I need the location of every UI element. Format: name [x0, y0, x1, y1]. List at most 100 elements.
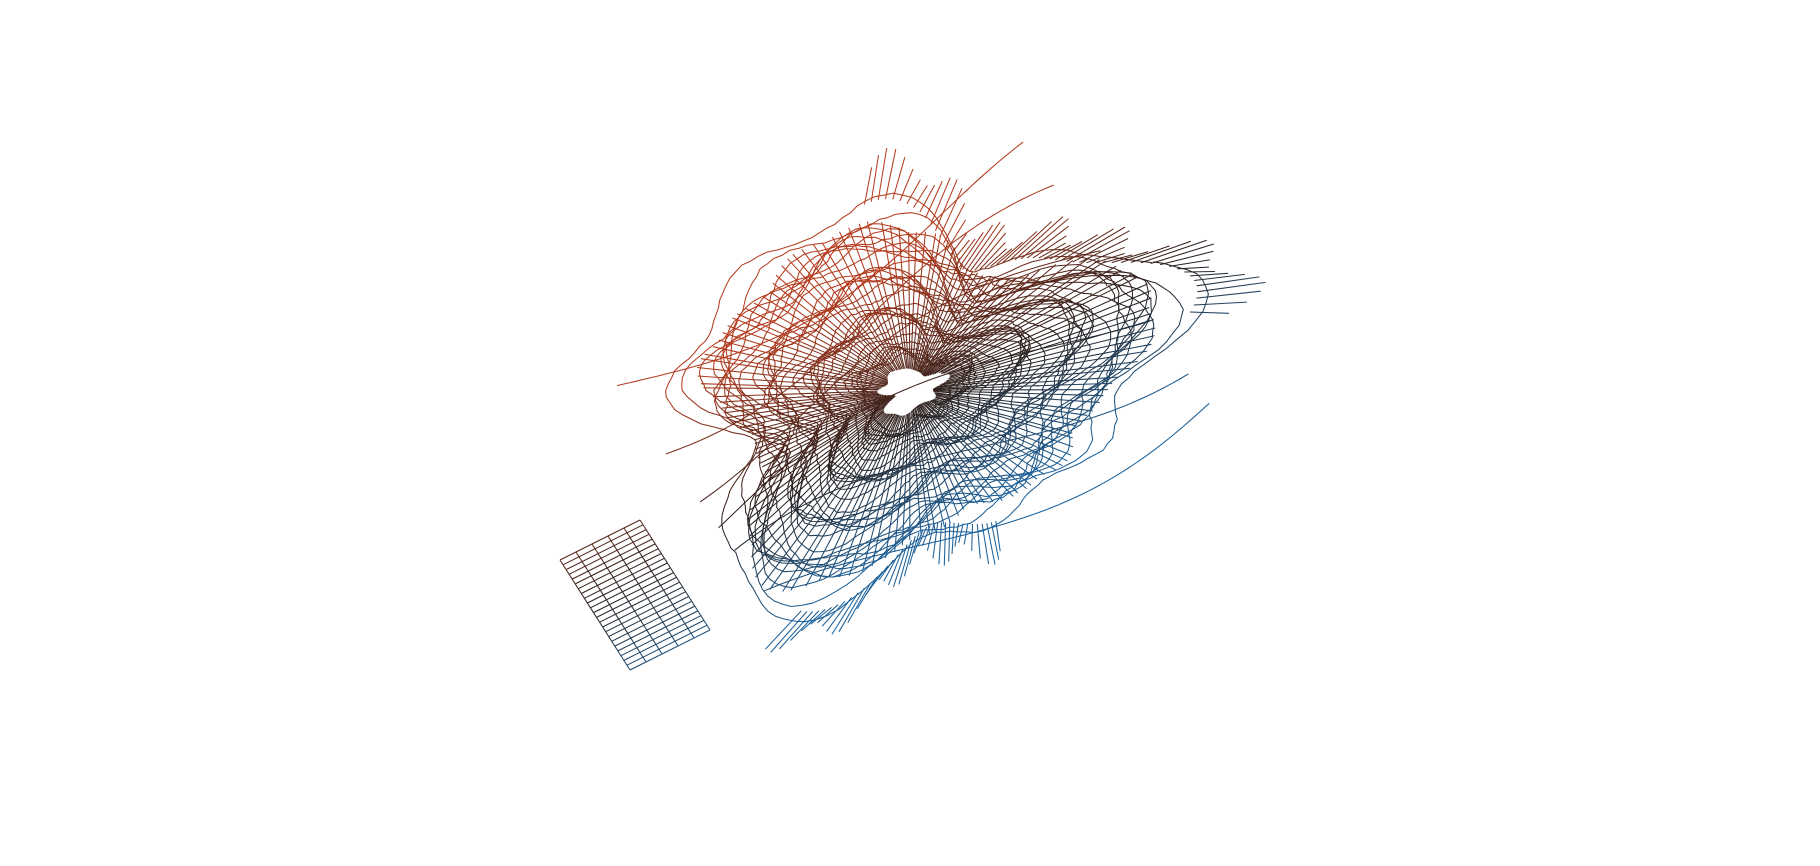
mesh-line — [828, 414, 900, 578]
mesh-line — [629, 629, 711, 671]
mesh-line — [1120, 245, 1170, 263]
mesh-line — [916, 405, 965, 510]
mesh-line — [918, 271, 974, 373]
mesh-line — [817, 604, 839, 624]
mesh-line — [616, 141, 1024, 387]
mesh-line — [747, 394, 889, 433]
mesh-line — [1189, 311, 1230, 314]
mesh-line — [976, 523, 981, 559]
mesh-line — [938, 522, 943, 565]
mesh-line — [915, 406, 959, 516]
mesh-line — [892, 544, 908, 588]
mesh-line — [697, 366, 883, 388]
mesh-line — [1086, 246, 1125, 264]
mesh-line — [748, 412, 886, 537]
mesh-line — [919, 403, 994, 502]
mesh-line — [805, 414, 898, 587]
mesh-line — [608, 596, 689, 637]
mesh-line — [607, 535, 679, 647]
mesh-line — [925, 264, 1057, 377]
mesh-line — [1130, 240, 1192, 263]
mesh-line — [832, 236, 901, 370]
mesh-line — [930, 399, 1063, 467]
mesh-line — [1014, 216, 1064, 261]
mesh-line — [1160, 250, 1214, 266]
mesh-line — [922, 278, 1010, 376]
mesh-line — [963, 523, 969, 545]
mesh-line — [918, 268, 969, 373]
mesh-line — [700, 383, 880, 390]
mesh-line — [1184, 270, 1215, 273]
mesh-line — [917, 263, 963, 372]
mesh-line — [948, 522, 951, 562]
mesh-line — [969, 224, 1005, 272]
mesh-line — [979, 242, 1006, 270]
mesh-line — [754, 394, 894, 441]
mesh-line — [915, 247, 955, 372]
mesh-line — [614, 605, 696, 647]
mesh-line — [575, 551, 647, 663]
mesh-line — [639, 519, 711, 631]
mesh-line — [602, 586, 683, 628]
mesh-line — [934, 392, 1093, 412]
mesh-line — [763, 402, 1210, 592]
mesh-line — [930, 177, 951, 225]
mesh-line — [863, 167, 873, 205]
mesh-line — [943, 276, 1138, 374]
mesh-line — [889, 224, 908, 369]
mesh-line — [1177, 266, 1209, 270]
mesh-line — [944, 335, 1155, 383]
mesh-line — [870, 155, 880, 202]
mesh-line — [574, 543, 656, 585]
mesh-line — [754, 394, 895, 445]
mesh-line — [921, 275, 992, 374]
mesh-line — [918, 404, 978, 505]
mesh-line — [718, 339, 888, 385]
mesh-line — [775, 274, 891, 374]
mesh-line — [906, 179, 921, 204]
mesh-line — [899, 168, 914, 202]
mesh-line — [917, 526, 928, 547]
mesh-line — [949, 312, 1152, 378]
mesh-line — [751, 413, 888, 558]
mesh-line — [943, 202, 966, 244]
mesh-line — [1072, 230, 1130, 263]
mesh-line — [770, 611, 808, 653]
mesh-line — [888, 549, 904, 586]
mesh-line — [934, 398, 1074, 448]
mesh-line — [974, 232, 1007, 271]
mesh-line — [898, 227, 910, 369]
mesh-line — [913, 529, 924, 554]
mesh-line — [877, 148, 888, 200]
mesh-line — [941, 274, 1132, 375]
mesh-line — [922, 402, 1014, 497]
mesh-line — [913, 407, 946, 528]
mesh-line — [801, 609, 826, 632]
mesh-line — [929, 400, 1056, 471]
mesh-line — [590, 567, 671, 609]
mesh-line — [885, 414, 907, 559]
mesh-line — [726, 393, 881, 419]
mesh-line — [962, 224, 994, 270]
mesh-line — [722, 332, 889, 384]
mesh-line — [933, 398, 1072, 456]
mesh-line — [769, 413, 894, 590]
mesh-line — [731, 394, 883, 424]
mesh-line — [787, 258, 893, 372]
mesh-line — [949, 297, 1152, 376]
mesh-line — [954, 522, 960, 547]
mesh-line — [892, 157, 906, 200]
mesh-line — [721, 392, 878, 409]
mesh-line — [839, 231, 902, 370]
mesh-line — [781, 265, 892, 373]
mesh-line — [933, 390, 1100, 403]
mesh-line — [949, 233, 968, 256]
mesh-line — [910, 232, 917, 369]
mesh-line — [948, 290, 1152, 375]
mesh-line — [925, 180, 943, 219]
mesh-line — [620, 615, 702, 657]
mesh-line — [848, 415, 903, 576]
mesh-line — [565, 529, 647, 571]
mesh-line — [965, 221, 1001, 272]
mesh-line — [559, 559, 631, 671]
